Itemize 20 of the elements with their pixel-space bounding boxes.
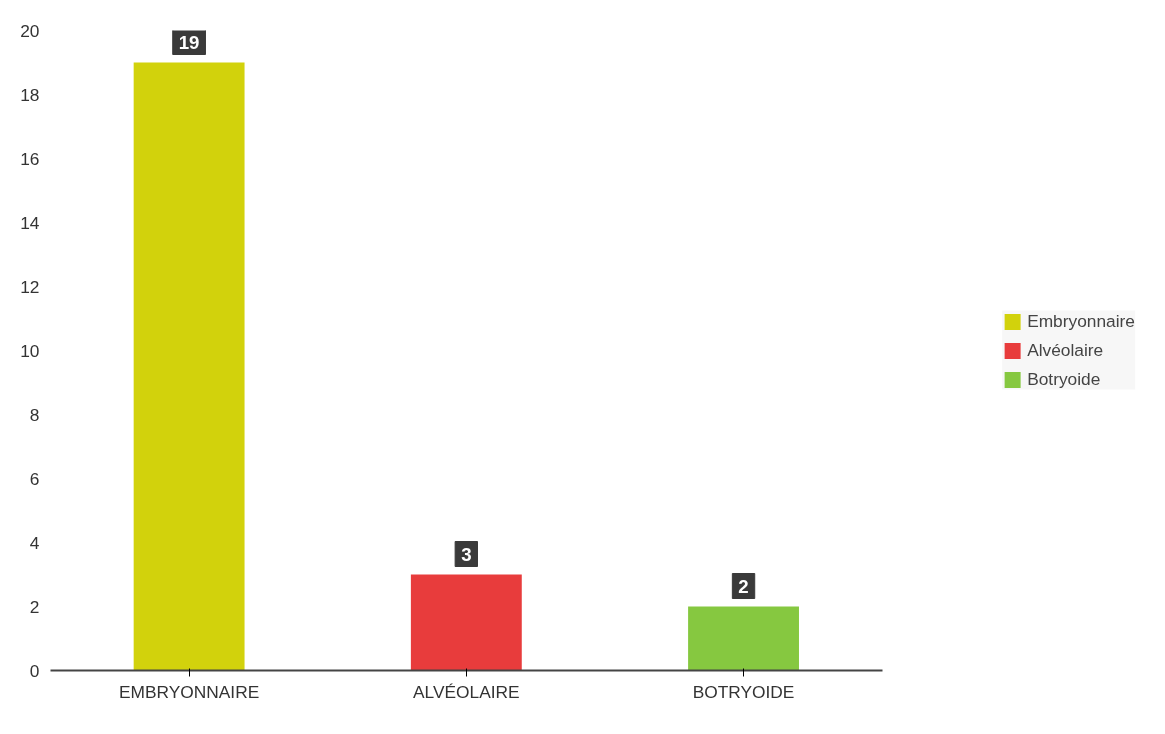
y-tick-label: 18 <box>20 84 40 105</box>
y-tick-label: 4 <box>29 532 40 553</box>
y-tick-label: 0 <box>29 660 40 681</box>
y-tick-label: 14 <box>20 212 40 233</box>
y-tick-label: 16 <box>20 148 40 169</box>
legend-label: Embryonnaire <box>1027 310 1135 332</box>
data-label: 19 <box>178 31 200 53</box>
x-tick-label: ALVÉOLAIRE <box>413 681 520 702</box>
y-tick-label: 8 <box>29 404 40 425</box>
y-tick-label: 20 <box>20 20 40 41</box>
y-tick-label: 6 <box>29 468 40 489</box>
x-tick-label: EMBRYONNAIRE <box>118 681 260 702</box>
legend-label: Alvéolaire <box>1027 339 1104 361</box>
x-tick-label: BOTRYOIDE <box>692 681 795 702</box>
y-tick-label: 2 <box>29 596 40 617</box>
y-tick-label: 12 <box>20 276 40 297</box>
legend-label: Botryoide <box>1027 368 1101 390</box>
y-tick-label: 10 <box>20 340 40 361</box>
data-label: 3 <box>461 543 472 565</box>
data-label: 2 <box>738 575 749 597</box>
